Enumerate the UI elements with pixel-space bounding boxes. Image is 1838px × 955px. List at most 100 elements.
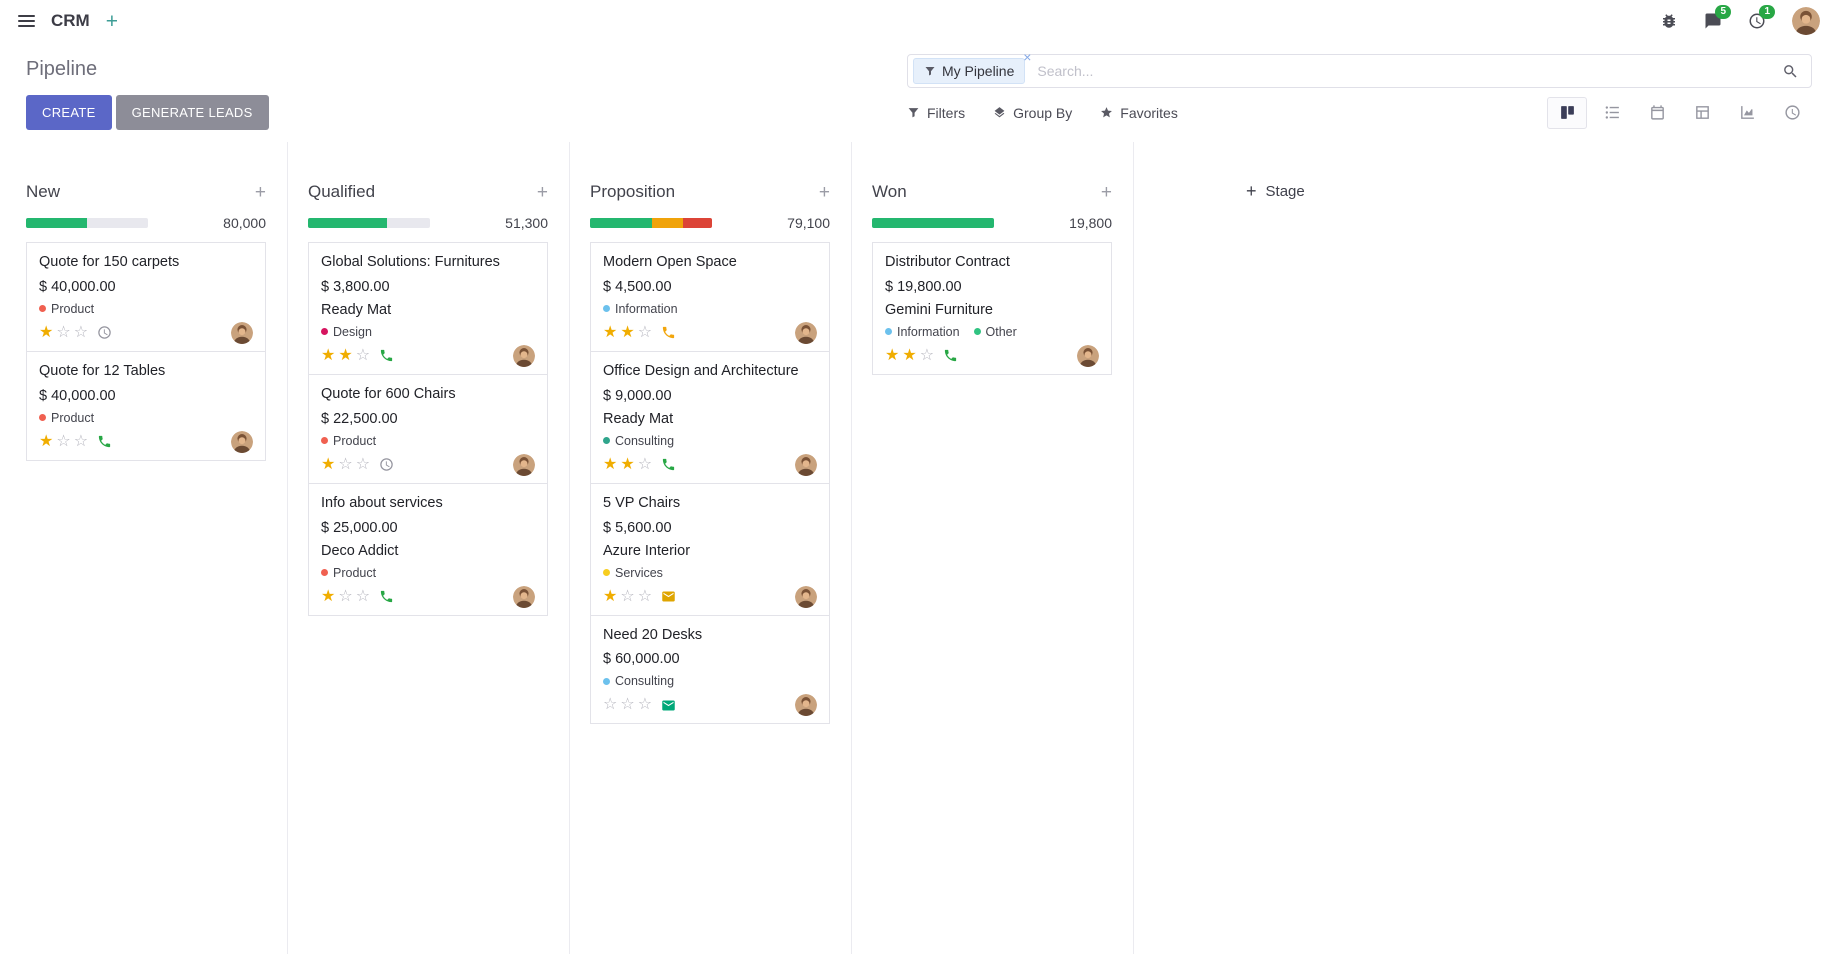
search-icon[interactable] xyxy=(1782,63,1799,80)
activity-clock-icon[interactable] xyxy=(379,457,394,472)
activity-envelope-icon[interactable] xyxy=(661,698,676,713)
tag-product[interactable]: Product xyxy=(321,566,376,580)
priority-star[interactable]: ★ xyxy=(321,455,336,473)
search-facet[interactable]: My Pipeline × xyxy=(913,50,1031,84)
view-calendar-button[interactable] xyxy=(1637,97,1677,129)
activity-phone-icon[interactable] xyxy=(97,434,112,449)
column-title[interactable]: Won xyxy=(872,182,907,201)
kanban-card[interactable]: Office Design and Architecture $ 9,000.0… xyxy=(590,350,830,484)
tag-consulting[interactable]: Consulting xyxy=(603,674,674,688)
progress-segment-yellow[interactable] xyxy=(652,218,683,228)
activity-phone-icon[interactable] xyxy=(379,348,394,363)
add-menu-button[interactable]: + xyxy=(105,9,118,33)
progress-segment-green[interactable] xyxy=(872,218,994,228)
kanban-card[interactable]: Quote for 150 carpets $ 40,000.00 Produc… xyxy=(26,242,266,352)
salesperson-avatar[interactable] xyxy=(231,431,253,453)
priority-star[interactable]: ★ xyxy=(885,346,900,364)
kanban-card[interactable]: Quote for 12 Tables $ 40,000.00 Product … xyxy=(26,350,266,461)
add-card-button[interactable]: + xyxy=(818,181,830,203)
progress-segment-green[interactable] xyxy=(26,218,87,228)
salesperson-avatar[interactable] xyxy=(513,345,535,367)
column-title[interactable]: New xyxy=(26,182,61,201)
tag-product[interactable]: Product xyxy=(39,411,94,425)
priority-star[interactable]: ☆ xyxy=(637,323,653,341)
priority-star[interactable]: ☆ xyxy=(56,432,71,450)
view-activity-button[interactable] xyxy=(1772,97,1812,129)
user-menu-button[interactable] xyxy=(1792,7,1820,35)
salesperson-avatar[interactable] xyxy=(1077,345,1099,367)
priority-star[interactable]: ☆ xyxy=(620,696,635,714)
salesperson-avatar[interactable] xyxy=(231,322,253,344)
priority-star[interactable]: ★ xyxy=(603,323,618,341)
tag-consulting[interactable]: Consulting xyxy=(603,434,674,448)
salesperson-avatar[interactable] xyxy=(795,454,817,476)
activity-envelope-icon[interactable] xyxy=(661,589,676,604)
debug-button[interactable] xyxy=(1660,12,1678,30)
salesperson-avatar[interactable] xyxy=(795,586,817,608)
priority-star[interactable]: ★ xyxy=(902,346,917,364)
priority-star[interactable]: ★ xyxy=(338,346,353,364)
activity-clock-icon[interactable] xyxy=(97,325,112,340)
priority-star[interactable]: ★ xyxy=(39,323,54,341)
activity-phone-icon[interactable] xyxy=(943,348,958,363)
kanban-card[interactable]: Global Solutions: Furnitures $ 3,800.00 … xyxy=(308,242,548,375)
priority-star[interactable]: ☆ xyxy=(73,323,89,341)
create-button[interactable]: CREATE xyxy=(26,95,112,130)
priority-star[interactable]: ☆ xyxy=(355,455,371,473)
kanban-card[interactable]: Quote for 600 Chairs $ 22,500.00 Product… xyxy=(308,373,548,484)
kanban-card[interactable]: 5 VP Chairs $ 5,600.00 Azure Interior Se… xyxy=(590,482,830,616)
priority-star[interactable]: ★ xyxy=(321,587,336,605)
activity-phone-icon[interactable] xyxy=(379,589,394,604)
salesperson-avatar[interactable] xyxy=(795,322,817,344)
priority-star[interactable]: ☆ xyxy=(355,346,371,364)
view-list-button[interactable] xyxy=(1592,97,1632,129)
priority-star[interactable]: ☆ xyxy=(56,323,71,341)
search-input[interactable] xyxy=(1035,62,1782,80)
tag-information[interactable]: Information xyxy=(885,325,960,339)
view-graph-button[interactable] xyxy=(1727,97,1767,129)
salesperson-avatar[interactable] xyxy=(513,454,535,476)
priority-star[interactable]: ☆ xyxy=(637,455,653,473)
app-name[interactable]: CRM xyxy=(51,11,90,30)
column-title[interactable]: Qualified xyxy=(308,182,376,201)
add-stage-button[interactable]: + Stage xyxy=(1246,182,1305,200)
priority-star[interactable]: ☆ xyxy=(603,696,618,714)
view-kanban-button[interactable] xyxy=(1547,96,1587,129)
add-card-button[interactable]: + xyxy=(1100,181,1112,203)
kanban-card[interactable]: Distributor Contract $ 19,800.00 Gemini … xyxy=(872,242,1112,375)
kanban-card[interactable]: Modern Open Space $ 4,500.00 Information… xyxy=(590,242,830,352)
filters-button[interactable]: Filters xyxy=(907,105,965,121)
add-card-button[interactable]: + xyxy=(254,181,266,203)
priority-star[interactable]: ☆ xyxy=(637,587,653,605)
tag-product[interactable]: Product xyxy=(39,302,94,316)
progress-segment-red[interactable] xyxy=(682,218,712,228)
tag-design[interactable]: Design xyxy=(321,325,372,339)
apps-menu-button[interactable] xyxy=(18,12,35,30)
facet-remove-button[interactable]: × xyxy=(1023,49,1032,65)
priority-star[interactable]: ★ xyxy=(620,323,635,341)
activities-button[interactable]: 1 xyxy=(1748,5,1775,30)
priority-star[interactable]: ☆ xyxy=(355,587,371,605)
activity-phone-icon[interactable] xyxy=(661,457,676,472)
priority-star[interactable]: ★ xyxy=(321,346,336,364)
priority-star[interactable]: ☆ xyxy=(73,432,89,450)
priority-star[interactable]: ☆ xyxy=(620,587,635,605)
column-title[interactable]: Proposition xyxy=(590,182,676,201)
progress-segment-green[interactable] xyxy=(590,218,653,228)
progress-segment-green[interactable] xyxy=(308,218,388,228)
priority-star[interactable]: ☆ xyxy=(338,587,353,605)
tag-other[interactable]: Other xyxy=(973,325,1017,339)
priority-star[interactable]: ☆ xyxy=(338,455,353,473)
messages-button[interactable]: 5 xyxy=(1704,5,1731,30)
favorites-button[interactable]: Favorites xyxy=(1100,105,1178,121)
priority-star[interactable]: ★ xyxy=(620,455,635,473)
salesperson-avatar[interactable] xyxy=(795,694,817,716)
tag-services[interactable]: Services xyxy=(603,566,663,580)
activity-phone-icon[interactable] xyxy=(661,325,676,340)
group-by-button[interactable]: Group By xyxy=(993,105,1072,121)
kanban-card[interactable]: Info about services $ 25,000.00 Deco Add… xyxy=(308,482,548,616)
view-pivot-button[interactable] xyxy=(1682,97,1722,129)
kanban-card[interactable]: Need 20 Desks $ 60,000.00 Consulting ☆ ☆ ☆ xyxy=(590,614,830,725)
generate-leads-button[interactable]: GENERATE LEADS xyxy=(115,95,269,130)
tag-information[interactable]: Information xyxy=(603,302,678,316)
